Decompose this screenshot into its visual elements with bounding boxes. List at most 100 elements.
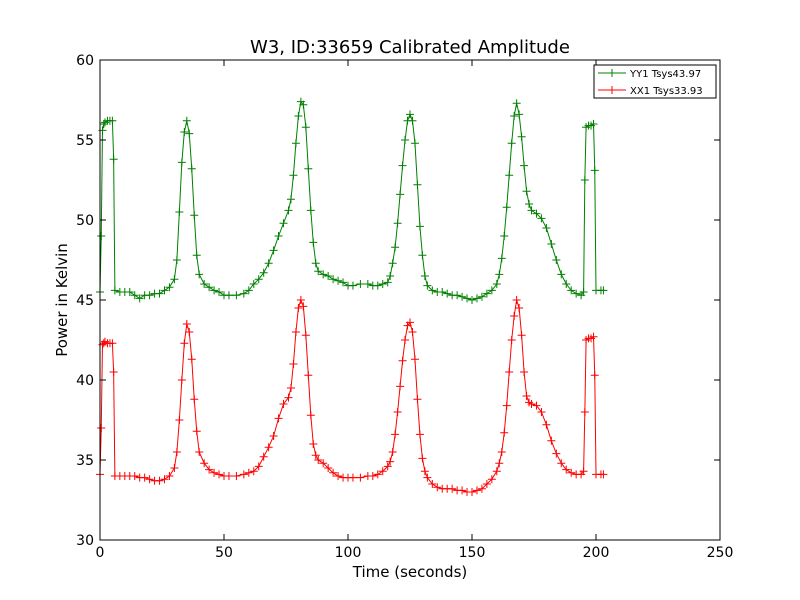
data-point: [458, 292, 467, 301]
data-point: [418, 251, 427, 260]
data-point: [408, 116, 417, 125]
data-point: [492, 280, 501, 288]
data-point: [232, 472, 241, 480]
data-point: [393, 219, 402, 228]
plot-area: [96, 97, 608, 496]
data-point: [215, 288, 224, 296]
data-point: [413, 395, 422, 404]
data-point: [502, 401, 511, 410]
data-point: [448, 484, 457, 493]
data-point: [515, 304, 524, 312]
data-point: [463, 294, 472, 303]
data-point: [130, 291, 139, 300]
data-point: [552, 256, 561, 264]
x-tick-label: 150: [459, 545, 486, 561]
data-point: [567, 468, 576, 477]
data-point: [398, 356, 407, 365]
data-point: [170, 275, 179, 284]
x-tick-label: 200: [583, 545, 610, 561]
data-point: [438, 288, 447, 296]
data-point: [487, 286, 496, 295]
data-point: [562, 280, 571, 288]
data-point: [482, 480, 491, 488]
legend-entry-yy1: YY1 Tsys43.97: [598, 69, 701, 80]
data-point: [291, 328, 300, 336]
data-point: [502, 203, 511, 212]
data-point: [274, 414, 283, 423]
y-tick-label: 40: [76, 373, 94, 389]
data-point: [165, 283, 174, 292]
data-point: [185, 129, 194, 138]
data-point: [145, 475, 154, 484]
data-point: [522, 187, 531, 196]
data-point: [599, 470, 608, 479]
data-point: [109, 368, 118, 376]
data-point: [99, 120, 108, 128]
legend-marker-yy1: [608, 69, 616, 77]
data-point: [537, 408, 546, 416]
data-point: [527, 206, 536, 215]
data-point: [378, 467, 387, 476]
data-point: [415, 222, 424, 231]
data-point: [507, 336, 516, 344]
data-point: [274, 232, 283, 240]
data-point: [289, 360, 298, 368]
data-point: [383, 462, 392, 471]
data-point: [522, 392, 531, 400]
data-point: [334, 472, 343, 480]
x-axis-label: Time (seconds): [352, 563, 468, 581]
data-point: [249, 467, 258, 476]
data-point: [510, 312, 519, 320]
data-point: [388, 448, 397, 456]
data-point: [542, 420, 551, 429]
data-point: [200, 280, 209, 288]
legend-label-yy1: YY1 Tsys43.97: [629, 69, 701, 80]
data-point: [567, 286, 576, 295]
data-point: [259, 268, 268, 277]
data-point: [175, 416, 184, 424]
data-point: [428, 286, 437, 295]
data-point: [296, 296, 305, 304]
data-point: [517, 331, 526, 340]
data-point: [339, 278, 348, 287]
data-point: [108, 339, 117, 348]
data-point: [537, 214, 546, 223]
data-point: [413, 180, 422, 189]
data-point: [299, 302, 308, 311]
data-point: [195, 270, 204, 279]
data-point: [396, 382, 405, 391]
data-point: [512, 296, 521, 304]
x-tick-label: 100: [335, 545, 362, 561]
data-point: [557, 270, 566, 279]
data-point: [401, 136, 410, 144]
data-point: [244, 286, 253, 295]
data-point: [309, 440, 318, 448]
data-point: [172, 448, 181, 456]
data-point: [520, 368, 529, 376]
data-point: [492, 467, 501, 476]
axis-ticks: 0 50 100 150 200 250 30 35 40 45 50 55 60: [76, 53, 733, 561]
y-tick-label: 45: [76, 293, 94, 309]
data-point: [160, 286, 169, 295]
data-point: [301, 123, 310, 132]
data-point: [185, 328, 194, 336]
data-point: [348, 473, 357, 482]
data-point: [423, 473, 432, 482]
data-point: [190, 211, 199, 220]
data-point: [391, 430, 400, 439]
data-point: [155, 476, 164, 485]
data-point: [170, 464, 179, 472]
data-point: [497, 254, 506, 263]
data-point: [468, 296, 476, 304]
data-point: [458, 486, 467, 495]
data-point: [525, 200, 534, 208]
data-point: [108, 116, 117, 125]
data-point: [500, 232, 509, 240]
data-point: [383, 278, 392, 287]
data-point: [239, 470, 248, 479]
data-point: [406, 110, 414, 119]
data-point: [160, 475, 169, 484]
data-point: [205, 283, 214, 292]
